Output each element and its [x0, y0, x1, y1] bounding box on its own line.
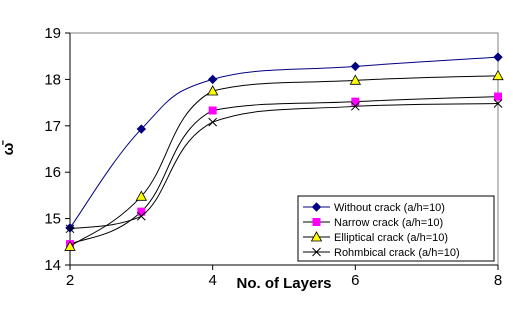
data-point — [350, 101, 360, 111]
x-tick-label: 8 — [494, 272, 502, 289]
x-tick-label: 4 — [208, 272, 216, 289]
series-1 — [65, 52, 503, 233]
y-tick-label: 15 — [44, 211, 61, 228]
data-point — [136, 124, 147, 134]
y-tick-label: 16 — [44, 164, 61, 181]
x-tick-label: 2 — [66, 272, 74, 289]
series-group — [64, 52, 504, 251]
x-axis-title: No. of Layers — [236, 275, 331, 292]
y-tick-label: 14 — [44, 257, 61, 274]
y-tick-label: 19 — [44, 25, 61, 42]
data-point — [208, 106, 217, 115]
legend-label: Without crack (a/h=10) — [334, 202, 445, 214]
legend-marker — [310, 231, 323, 242]
data-point — [349, 74, 362, 85]
legend-item: Rohmbical crack (a/h=10) — [303, 247, 460, 259]
y-ticks: 14 15 16 17 18 19 — [44, 25, 70, 274]
data-point — [64, 240, 76, 251]
series-3 — [64, 69, 504, 251]
data-point — [494, 92, 502, 101]
data-point — [137, 207, 146, 216]
series-4 — [65, 99, 503, 234]
series-2 — [66, 92, 502, 249]
legend-label: Elliptical crack (a/h=10) — [334, 232, 448, 244]
legend-marker — [311, 202, 322, 212]
y-tick-label: 17 — [44, 118, 61, 135]
legend: Without crack (a/h=10) Narrow crack (a/h=… — [297, 195, 495, 262]
data-point — [206, 85, 219, 96]
y-axis-title: ω̄ — [0, 140, 17, 156]
y-tick-label: 18 — [44, 71, 61, 88]
legend-item: Narrow crack (a/h=10) — [303, 217, 443, 229]
data-point — [207, 74, 218, 85]
data-point — [135, 190, 148, 201]
series-line — [69, 56, 499, 229]
data-point — [493, 99, 503, 108]
data-point — [492, 69, 504, 81]
data-point — [350, 61, 361, 72]
legend-marker — [312, 247, 321, 257]
series-line — [69, 75, 499, 247]
legend-box — [297, 195, 495, 262]
legend-item: Elliptical crack (a/h=10) — [303, 231, 448, 244]
data-point — [351, 97, 360, 106]
data-point — [208, 117, 218, 127]
legend-item: Without crack (a/h=10) — [303, 202, 445, 214]
data-point — [65, 224, 75, 234]
legend-label: Rohmbical crack (a/h=10) — [334, 247, 460, 259]
x-ticks: 2 4 6 8 — [66, 265, 502, 289]
legend-marker — [312, 218, 321, 226]
data-point — [136, 211, 146, 221]
series-line — [69, 103, 499, 230]
legend-label: Narrow crack (a/h=10) — [334, 217, 443, 229]
data-point — [493, 52, 503, 62]
x-tick-label: 6 — [351, 272, 359, 289]
